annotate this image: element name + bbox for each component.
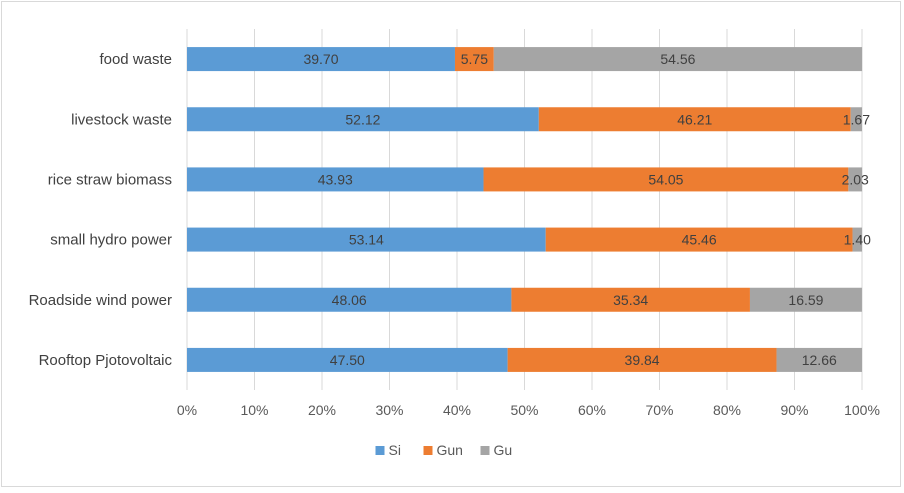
x-tick-label: 30%: [375, 402, 403, 418]
x-tick-label: 60%: [578, 402, 606, 418]
bar-segment: [852, 227, 862, 252]
x-tick-label: 20%: [308, 402, 336, 418]
bar-segment: [187, 47, 455, 72]
bar-segment: [493, 47, 863, 72]
data-label: 39.70: [303, 51, 338, 67]
legend-swatch: [423, 446, 433, 455]
bar-segment: [187, 107, 539, 132]
bar-segment: [483, 167, 849, 192]
bar-segment: [454, 47, 494, 72]
legend: Si Gun Gu: [375, 442, 513, 458]
category-label: food waste: [99, 51, 172, 68]
category-label: Rooftop Pjotovoltaic: [39, 352, 173, 369]
value-axis: 0% 10% 20% 30% 40% 50% 60% 70% 80% 90% 100%: [177, 402, 880, 418]
data-label: 35.34: [613, 292, 648, 308]
data-label: 12.66: [802, 352, 837, 368]
bar-segment: [776, 347, 862, 372]
category-label: rice straw biomass: [48, 171, 172, 188]
bar-segment: [848, 167, 863, 192]
data-label: 2.03: [842, 171, 869, 187]
bar-segment: [187, 227, 546, 252]
data-label: 54.05: [648, 171, 683, 187]
bar-segment: [507, 347, 777, 372]
legend-label: Gu: [494, 442, 513, 458]
data-label: 54.56: [660, 51, 695, 67]
data-label: 39.84: [625, 352, 660, 368]
bar-segment: [511, 287, 750, 312]
bar-segment: [850, 107, 862, 132]
x-tick-label: 90%: [780, 402, 808, 418]
x-tick-label: 100%: [844, 402, 880, 418]
legend-swatch: [480, 446, 490, 455]
bar-segment: [187, 347, 508, 372]
category-label: livestock waste: [71, 111, 172, 128]
x-tick-label: 50%: [510, 402, 538, 418]
data-label: 16.59: [788, 292, 823, 308]
bar-segment: [545, 227, 853, 252]
data-labels: 39.70 5.75 54.56 52.12 46.21 1.67 43.93 54.05 2.…: [303, 51, 871, 368]
bar-segment: [187, 167, 484, 192]
gridlines: [186, 29, 863, 390]
x-tick-label: 80%: [713, 402, 741, 418]
bars: [187, 47, 863, 372]
legend-label: Gun: [437, 442, 463, 458]
data-label: 1.67: [843, 111, 870, 127]
data-label: 43.93: [318, 171, 353, 187]
x-tick-label: 70%: [645, 402, 673, 418]
data-label: 45.46: [682, 232, 717, 248]
data-label: 53.14: [349, 232, 384, 248]
bar-segment: [187, 287, 512, 312]
category-label: Roadside wind power: [29, 292, 172, 309]
x-tick-label: 0%: [177, 402, 197, 418]
x-tick-label: 10%: [240, 402, 268, 418]
legend-swatch: [375, 446, 385, 455]
legend-label: Si: [389, 442, 401, 458]
category-axis: food waste livestock waste rice straw biom…: [29, 51, 173, 369]
data-label: 48.06: [332, 292, 367, 308]
data-label: 5.75: [461, 51, 488, 67]
data-label: 1.40: [844, 232, 871, 248]
data-label: 46.21: [677, 111, 712, 127]
data-label: 52.12: [345, 111, 380, 127]
data-label: 47.50: [330, 352, 365, 368]
bar-segment: [749, 287, 862, 312]
x-tick-label: 40%: [443, 402, 471, 418]
category-label: small hydro power: [50, 232, 172, 249]
bar-segment: [538, 107, 851, 132]
